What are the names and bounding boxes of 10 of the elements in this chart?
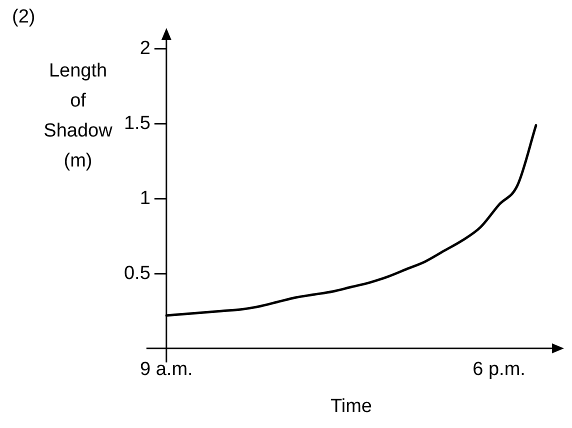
y-tick-label: 1 [140,188,150,209]
y-axis-title: Length of Shadow (m) [44,60,113,172]
x-tick-label: 9 a.m. [140,359,193,380]
y-tick-label: 1.5 [124,113,150,134]
x-tick-label: 6 p.m. [472,359,526,380]
line-series [165,124,538,317]
y-tick-label: 2 [140,38,150,60]
x-axis-title: Time [330,396,372,417]
y-tick-label: 0.5 [124,262,150,284]
text: (2) [12,6,36,28]
